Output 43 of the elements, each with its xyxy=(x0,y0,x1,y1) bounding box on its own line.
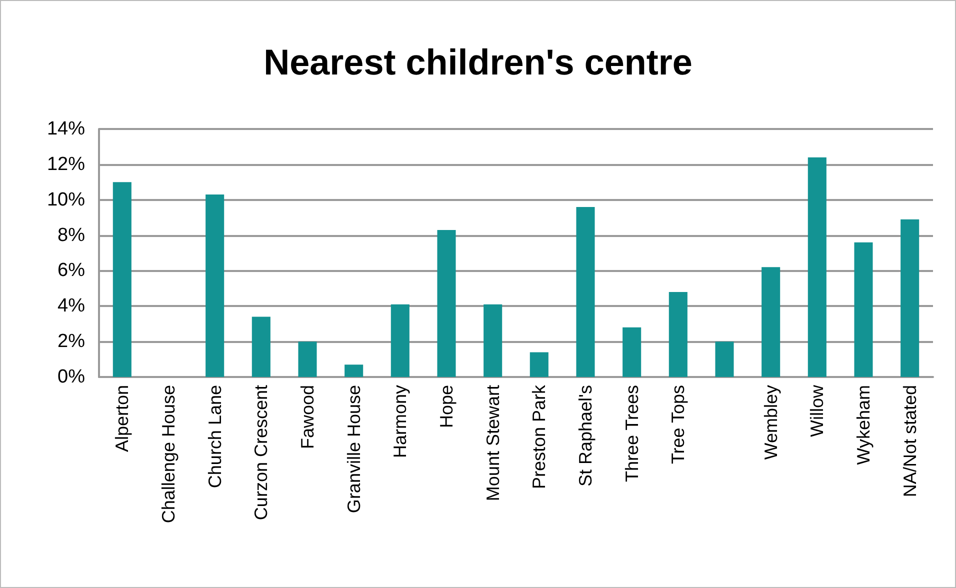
bar xyxy=(206,194,224,377)
bar xyxy=(762,267,780,377)
x-tick-label: Curzon Crescent xyxy=(251,385,272,520)
y-tick-label: 6% xyxy=(58,260,86,282)
x-tick-label: Wykeham xyxy=(854,385,874,465)
x-tick-label: NA/Not stated xyxy=(900,385,920,498)
y-tick-label: 10% xyxy=(46,189,86,210)
x-tick-label: Alperton xyxy=(112,385,132,452)
bar xyxy=(390,304,410,377)
x-tick-label: Harmony xyxy=(390,385,410,458)
x-tick-label: Granville House xyxy=(344,385,364,514)
x-tick-label: Three Trees xyxy=(622,385,642,482)
y-tick-label: 2% xyxy=(58,331,86,352)
bar xyxy=(530,352,548,377)
x-tick-label: Mount Stewart xyxy=(482,385,503,502)
bar xyxy=(252,316,270,377)
chart-title: Nearest children's centre xyxy=(264,42,692,82)
y-tick-label: 0% xyxy=(58,366,86,388)
bar xyxy=(484,304,502,377)
x-tick-label: Hope xyxy=(436,385,456,428)
bar xyxy=(854,242,873,377)
bar xyxy=(344,364,364,377)
bar xyxy=(622,327,642,377)
bar xyxy=(112,182,132,377)
bar xyxy=(576,206,595,377)
y-tick-label: 12% xyxy=(46,154,86,175)
bar xyxy=(668,292,688,377)
x-tick-label: Fawood xyxy=(298,385,318,450)
x-tick-label: Church Lane xyxy=(204,385,225,488)
x-tick-label: Willow xyxy=(807,384,828,437)
bar xyxy=(900,219,920,377)
y-tick-label: 14% xyxy=(46,118,86,140)
x-tick-label: Wembley xyxy=(760,385,781,460)
bar xyxy=(808,157,826,377)
x-tick-label: Challenge House xyxy=(158,385,178,524)
y-tick-label: 8% xyxy=(58,224,86,246)
bar xyxy=(437,230,456,377)
x-tick-label: St Raphael's xyxy=(576,385,596,486)
bar xyxy=(298,342,317,377)
x-tick-label: Tree Tops xyxy=(668,385,688,464)
y-tick-label: 4% xyxy=(58,296,86,317)
x-tick-label: Preston Park xyxy=(529,384,550,490)
bar xyxy=(715,342,734,377)
